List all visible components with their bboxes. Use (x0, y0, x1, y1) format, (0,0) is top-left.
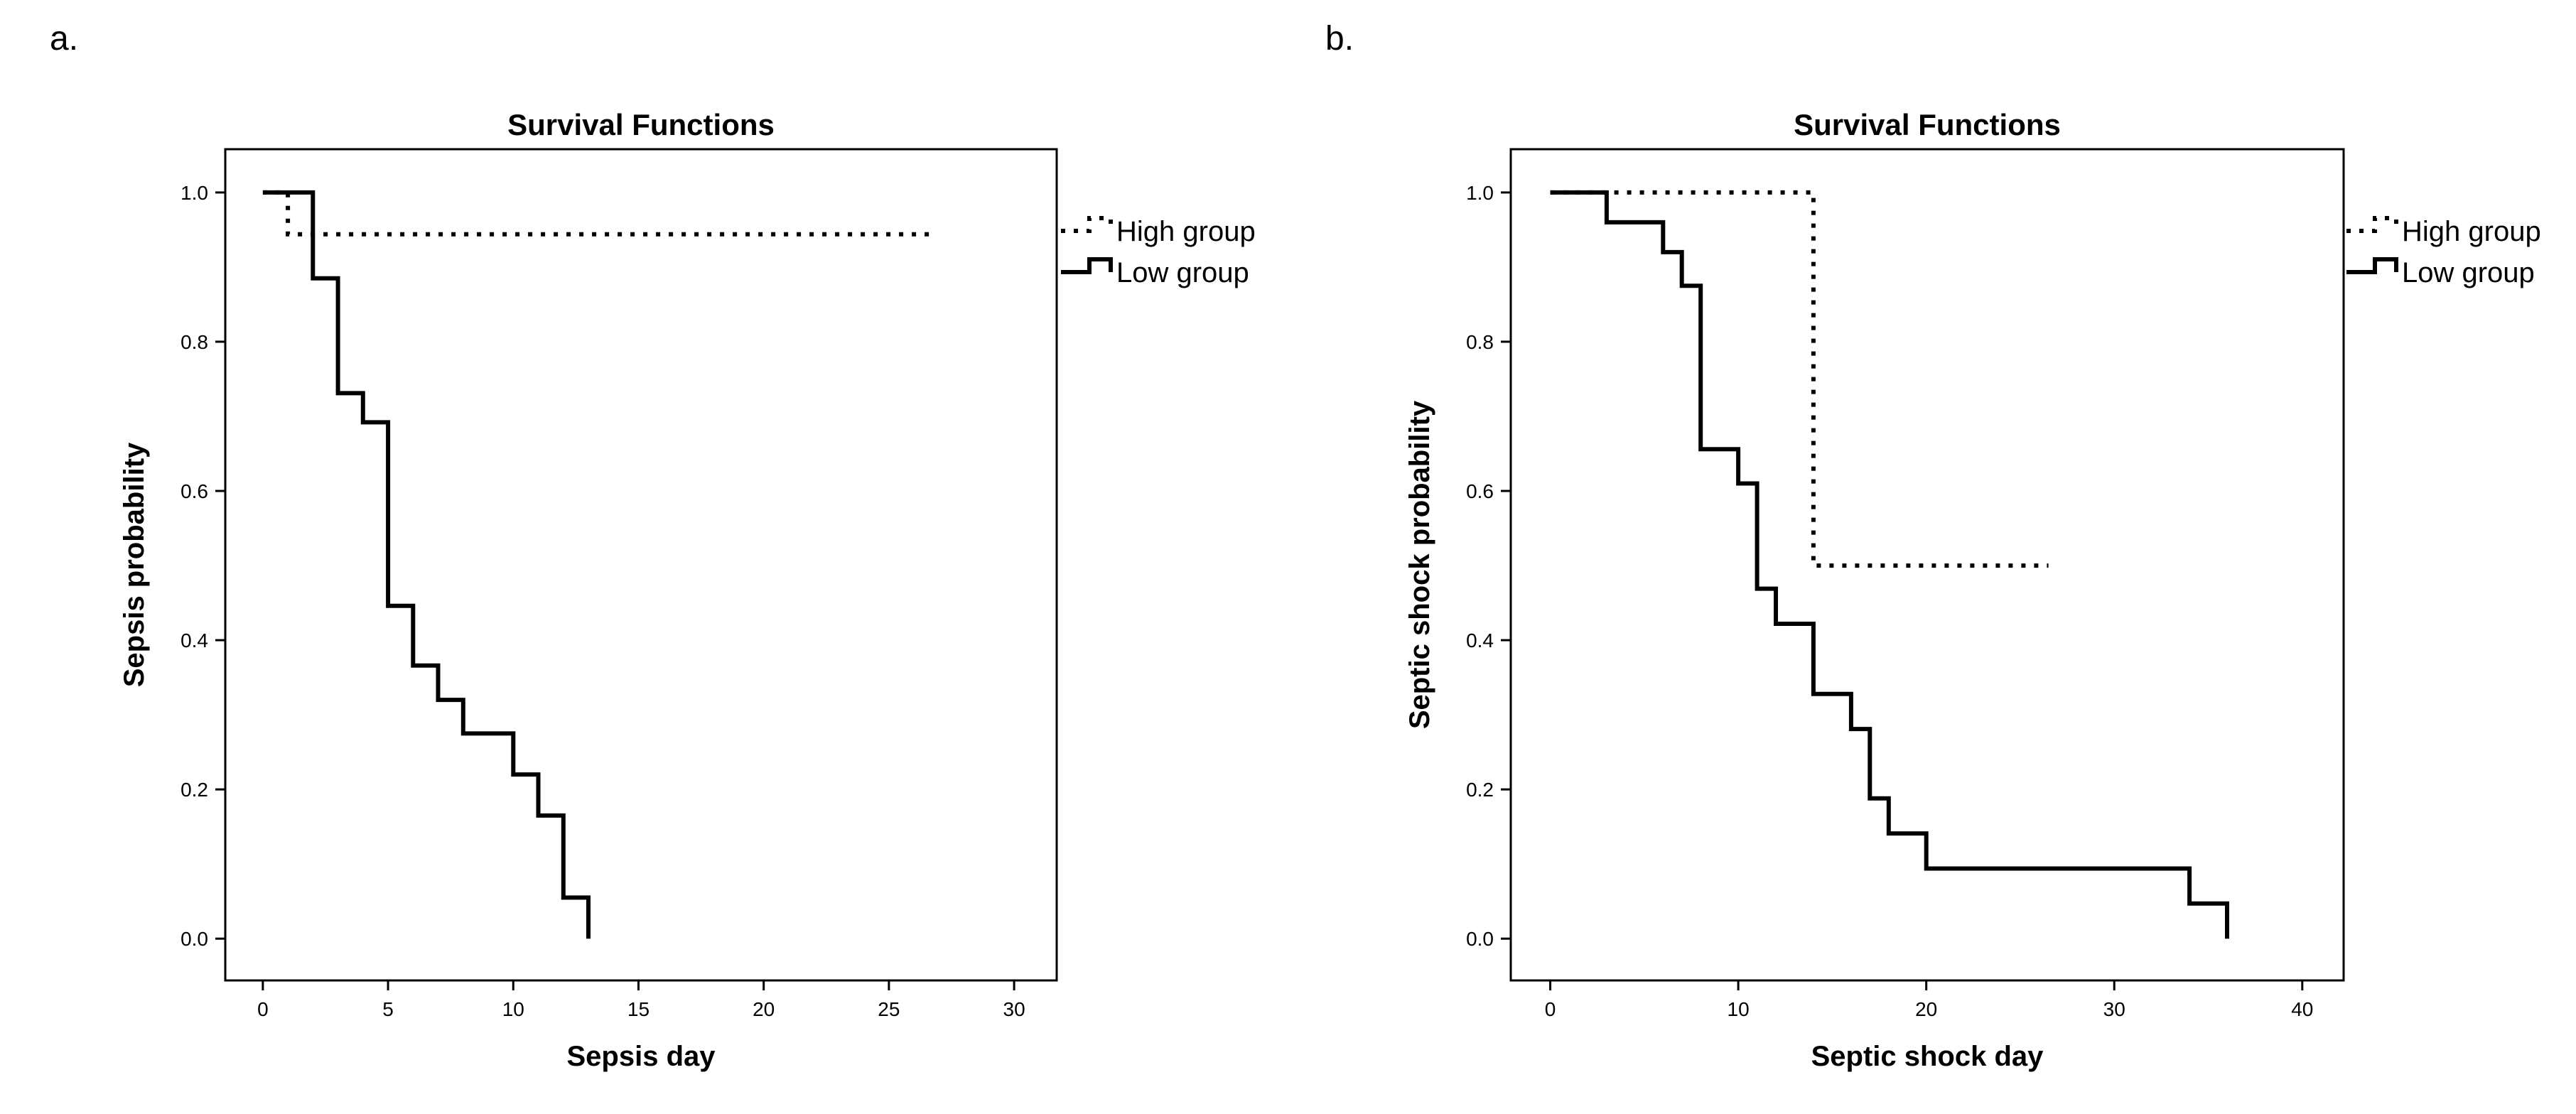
x-axis-label: Sepsis day (566, 1041, 716, 1072)
legend-label: High group (2402, 216, 2541, 247)
x-tick-label: 15 (627, 998, 650, 1020)
legend-key-high-group: High group (2346, 216, 2541, 247)
legend-key-low-group: Low group (1061, 257, 1249, 288)
x-tick-label: 0 (1545, 998, 1556, 1020)
y-tick-label: 1.0 (1466, 182, 1494, 204)
panel-letter: a. (50, 20, 78, 58)
series-line-low-group (262, 190, 591, 939)
x-tick-label: 10 (502, 998, 524, 1020)
series-line-low-group (1550, 190, 2229, 939)
chart-title: Survival Functions (1794, 108, 2061, 141)
y-tick-label: 0.8 (180, 331, 208, 353)
series-line-high-group (1550, 190, 2049, 568)
x-axis-label: Septic shock day (1811, 1041, 2044, 1072)
chart-panel-a: a. Survival Functions 0.0 0.2 0.4 0.6 0.8 1.0 0 5… (50, 20, 1256, 1072)
plot-frame (224, 148, 1058, 982)
y-axis-label: Septic shock probability (1404, 400, 1435, 729)
x-tick-label: 20 (1915, 998, 1937, 1020)
y-tick-label: 0.4 (180, 629, 208, 651)
series-line-high-group (262, 190, 932, 237)
legend-symbol (1061, 257, 1113, 274)
x-tick-label: 30 (1003, 998, 1025, 1020)
x-tick-label: 40 (2291, 998, 2313, 1020)
x-tick-label: 5 (382, 998, 394, 1020)
x-tick-label: 30 (2103, 998, 2125, 1020)
y-tick-label: 0.6 (1466, 480, 1494, 502)
legend-symbol (1061, 216, 1113, 233)
legend-label: Low group (1116, 257, 1249, 288)
y-tick-label: 0.2 (180, 779, 208, 801)
y-tick-label: 0.2 (1466, 779, 1494, 801)
y-tick-label: 0.4 (1466, 629, 1494, 651)
legend-symbol (2346, 257, 2398, 274)
legend-symbol (2346, 216, 2398, 233)
x-tick-label: 0 (257, 998, 269, 1020)
y-tick-label: 0.0 (180, 928, 208, 950)
y-tick-label: 1.0 (180, 182, 208, 204)
x-tick-label: 20 (753, 998, 775, 1020)
chart-panel-b: b. Survival Functions 0.0 0.2 0.4 0.6 0.8 1.0 0 1… (1325, 20, 2541, 1072)
y-tick-label: 0.8 (1466, 331, 1494, 353)
y-tick-label: 0.0 (1466, 928, 1494, 950)
x-tick-label: 10 (1728, 998, 1750, 1020)
x-tick-label: 25 (878, 998, 900, 1020)
legend-label: Low group (2402, 257, 2535, 288)
legend-key-low-group: Low group (2346, 257, 2535, 288)
y-tick-label: 0.6 (180, 480, 208, 502)
chart-title: Survival Functions (507, 108, 775, 141)
legend-label: High group (1116, 216, 1256, 247)
legend-key-high-group: High group (1061, 216, 1256, 247)
y-axis-label: Sepsis probability (119, 442, 150, 687)
panel-letter: b. (1325, 20, 1354, 58)
